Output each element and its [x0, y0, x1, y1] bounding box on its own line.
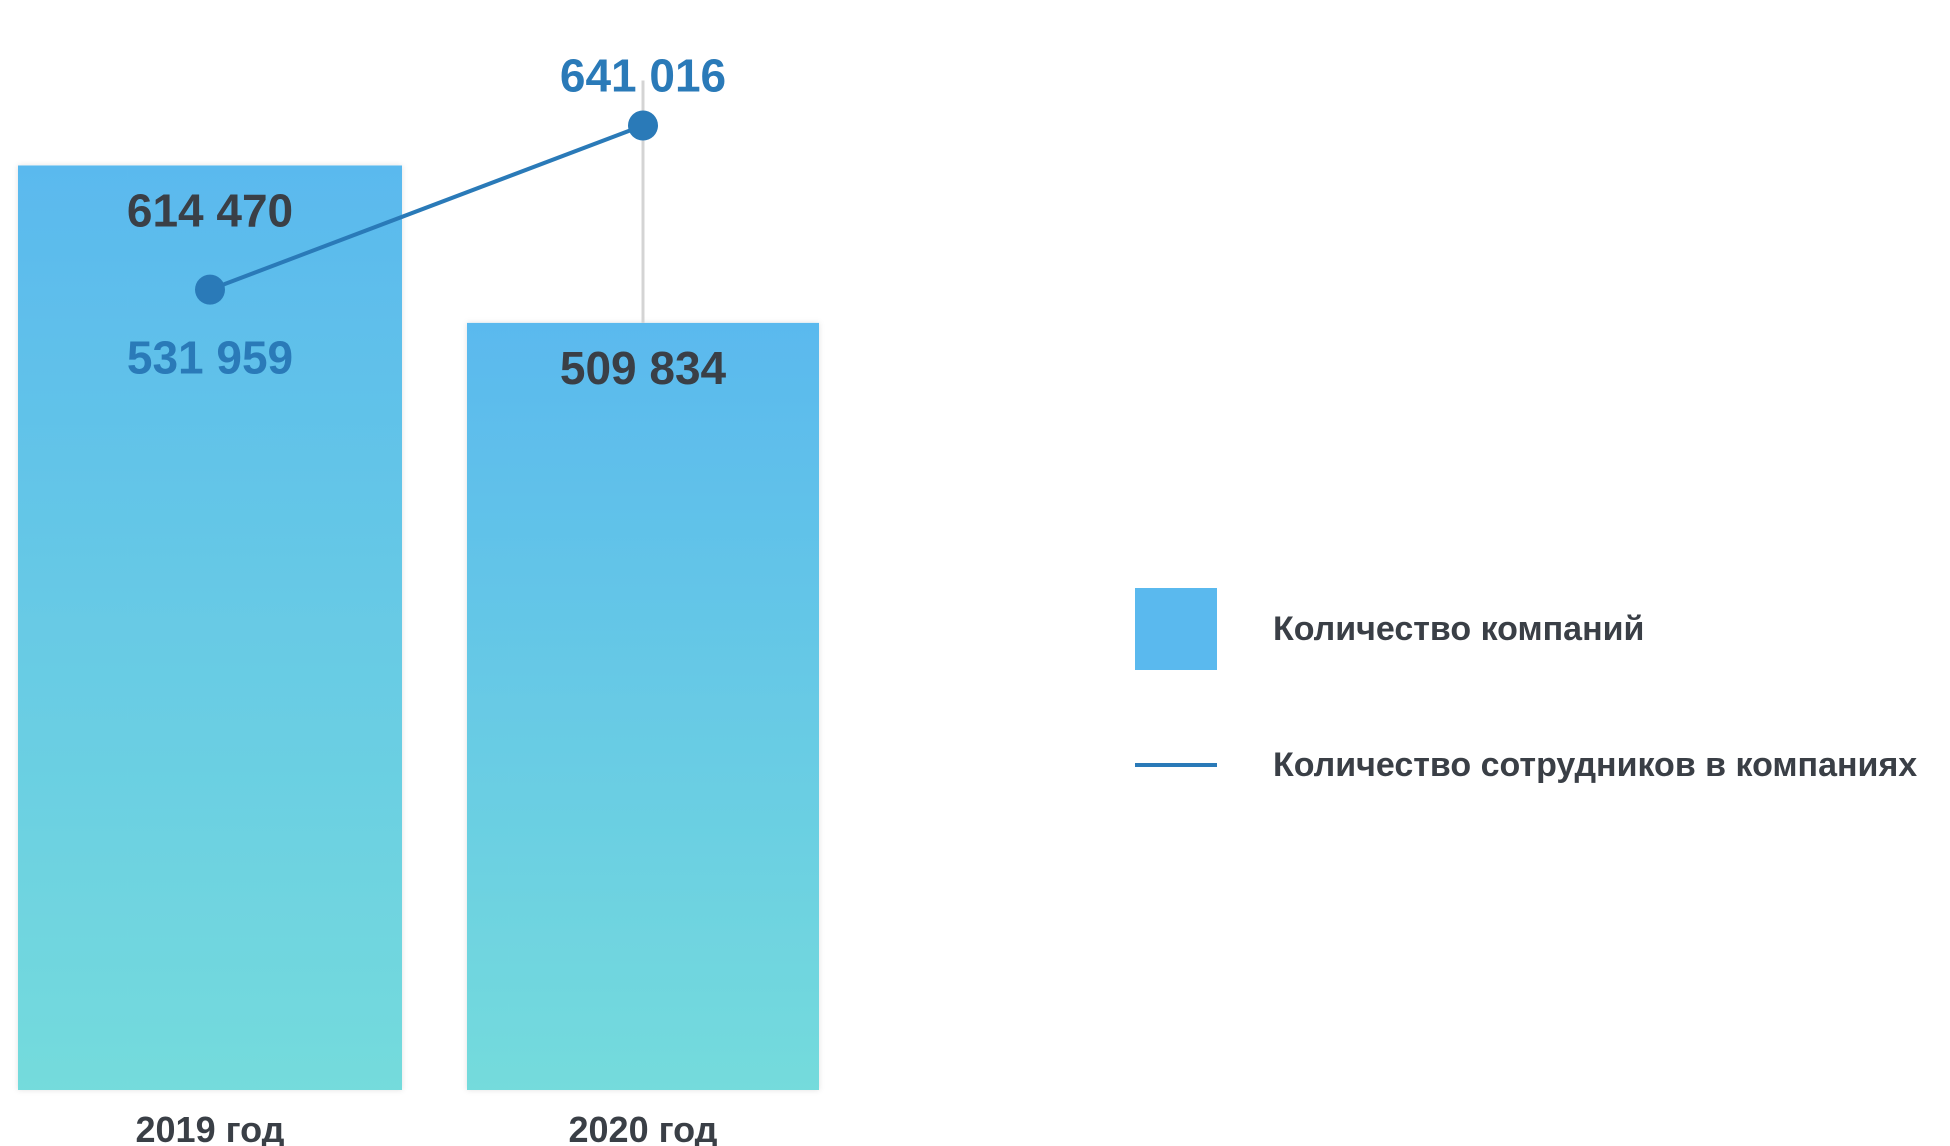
legend-swatch-bar-icon	[1135, 588, 1217, 670]
line-value-label-1: 641 016	[560, 50, 726, 102]
legend-item-companies: Количество компаний	[1135, 588, 1917, 670]
bar-value-label-0: 614 470	[127, 184, 293, 236]
line-value-label-0: 531 959	[127, 332, 293, 384]
bar-0	[18, 165, 402, 1090]
legend-label-companies: Количество компаний	[1273, 609, 1645, 648]
bars-layer	[18, 165, 819, 1090]
category-label-1: 2020 год	[569, 1109, 718, 1146]
bar-value-label-1: 509 834	[560, 342, 727, 394]
category-label-0: 2019 год	[136, 1109, 285, 1146]
legend: Количество компаний Количество сотрудник…	[1135, 588, 1917, 860]
labels-layer: 614 470 509 834 531 959 641 016 2019 год 2020…	[127, 50, 727, 1146]
legend-label-employees: Количество сотрудников в компаниях	[1273, 745, 1918, 784]
line-series-path	[209, 123, 644, 292]
legend-item-employees: Количество сотрудников в компаниях	[1135, 724, 1917, 806]
bar-1	[467, 322, 819, 1090]
legend-swatch-line-icon	[1135, 724, 1217, 806]
line-point-0	[195, 274, 225, 305]
line-layer	[195, 110, 658, 305]
line-point-1	[628, 110, 658, 141]
